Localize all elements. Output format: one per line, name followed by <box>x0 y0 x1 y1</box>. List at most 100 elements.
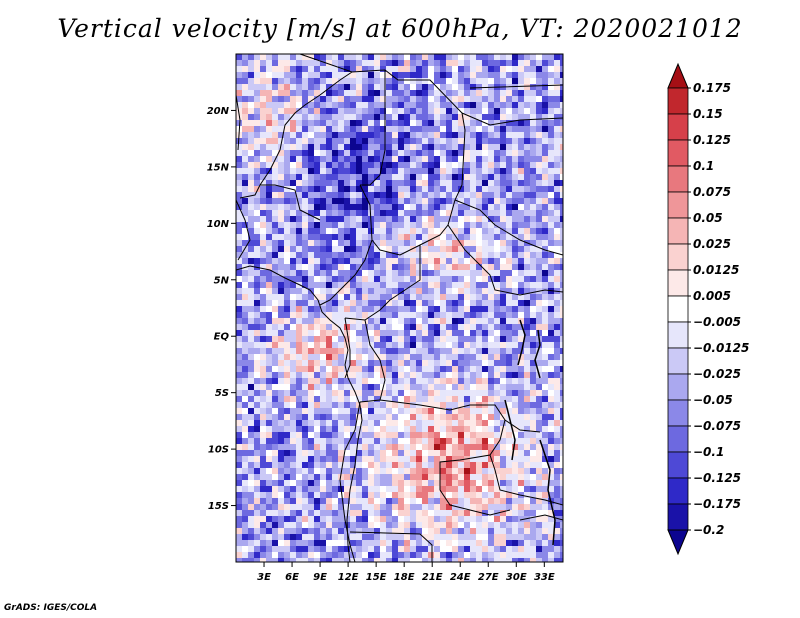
field-cell <box>338 102 344 108</box>
field-cell <box>296 114 302 120</box>
field-cell <box>518 72 524 78</box>
field-cell <box>374 456 380 462</box>
field-cell <box>338 390 344 396</box>
field-cell <box>260 510 266 516</box>
field-cell <box>392 492 398 498</box>
field-cell <box>320 120 326 126</box>
field-cell <box>272 516 278 522</box>
field-cell <box>512 540 518 546</box>
field-cell <box>332 198 338 204</box>
field-cell <box>368 324 374 330</box>
field-cell <box>320 552 326 558</box>
field-cell <box>302 84 308 90</box>
field-cell <box>482 78 488 84</box>
field-cell <box>260 462 266 468</box>
field-cell <box>272 300 278 306</box>
field-cell <box>560 324 563 330</box>
field-cell <box>500 210 506 216</box>
field-cell <box>506 270 512 276</box>
field-cell <box>368 126 374 132</box>
field-cell <box>476 504 482 510</box>
field-cell <box>542 90 548 96</box>
field-cell <box>554 132 560 138</box>
field-cell <box>332 102 338 108</box>
field-cell <box>494 540 500 546</box>
field-cell <box>482 324 488 330</box>
field-cell <box>560 276 563 282</box>
field-cell <box>422 390 428 396</box>
field-cell <box>272 138 278 144</box>
field-cell <box>434 258 440 264</box>
field-cell <box>488 204 494 210</box>
field-cell <box>236 72 242 78</box>
field-cell <box>350 330 356 336</box>
field-cell <box>404 450 410 456</box>
field-cell <box>548 324 554 330</box>
field-cell <box>248 348 254 354</box>
field-cell <box>428 444 434 450</box>
field-cell <box>266 180 272 186</box>
field-cell <box>284 306 290 312</box>
field-cell <box>476 336 482 342</box>
field-cell <box>266 480 272 486</box>
field-cell <box>476 456 482 462</box>
field-cell <box>422 162 428 168</box>
field-cell <box>404 276 410 282</box>
field-cell <box>512 120 518 126</box>
field-cell <box>518 96 524 102</box>
field-cell <box>386 420 392 426</box>
field-cell <box>386 408 392 414</box>
field-cell <box>494 360 500 366</box>
field-cell <box>494 210 500 216</box>
field-cell <box>338 66 344 72</box>
field-cell <box>494 66 500 72</box>
field-cell <box>392 246 398 252</box>
field-cell <box>368 360 374 366</box>
field-cell <box>266 402 272 408</box>
field-cell <box>320 528 326 534</box>
field-cell <box>296 210 302 216</box>
field-cell <box>278 318 284 324</box>
field-cell <box>428 144 434 150</box>
field-cell <box>362 108 368 114</box>
field-cell <box>350 264 356 270</box>
field-cell <box>554 144 560 150</box>
field-cell <box>404 114 410 120</box>
field-cell <box>458 402 464 408</box>
field-cell <box>434 408 440 414</box>
field-cell <box>392 300 398 306</box>
field-cell <box>560 222 563 228</box>
field-cell <box>476 522 482 528</box>
y-tick-label: 15S <box>208 501 229 512</box>
field-cell <box>284 132 290 138</box>
field-cell <box>386 504 392 510</box>
field-cell <box>260 150 266 156</box>
field-cell <box>362 426 368 432</box>
field-cell <box>260 174 266 180</box>
field-cell <box>254 120 260 126</box>
field-cell <box>350 210 356 216</box>
field-cell <box>458 408 464 414</box>
field-cell <box>488 210 494 216</box>
field-cell <box>380 336 386 342</box>
field-cell <box>500 186 506 192</box>
field-cell <box>362 210 368 216</box>
field-cell <box>350 138 356 144</box>
field-cell <box>458 330 464 336</box>
field-cell <box>512 498 518 504</box>
field-cell <box>560 204 563 210</box>
field-cell <box>320 258 326 264</box>
field-cell <box>284 60 290 66</box>
field-cell <box>362 120 368 126</box>
field-cell <box>542 138 548 144</box>
field-cell <box>464 156 470 162</box>
field-cell <box>464 540 470 546</box>
field-cell <box>350 462 356 468</box>
field-cell <box>434 192 440 198</box>
field-cell <box>392 252 398 258</box>
field-cell <box>434 336 440 342</box>
field-cell <box>260 96 266 102</box>
field-cell <box>248 258 254 264</box>
field-cell <box>446 216 452 222</box>
field-cell <box>482 492 488 498</box>
